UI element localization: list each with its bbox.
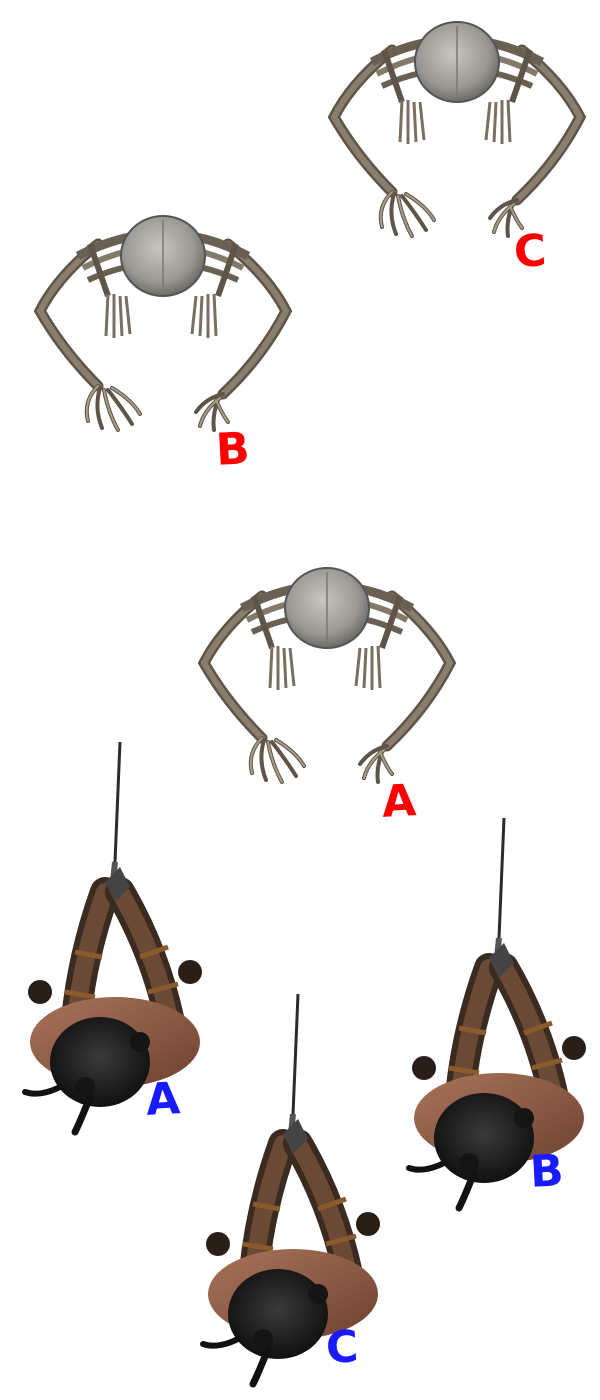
skeleton-sprite-icon [192,568,462,808]
skeleton-sprite-icon [28,216,298,456]
hero-label-c: C [324,1321,360,1374]
enemy-label-c: C [512,225,548,278]
hero-label-b: B [528,1145,565,1198]
skeleton-sprite-icon [322,22,592,262]
skeleton-enemy-c[interactable] [322,22,592,262]
hero-label-a: A [144,1073,182,1126]
skeleton-enemy-b[interactable] [28,216,298,456]
skeleton-enemy-a[interactable] [192,568,462,808]
enemy-label-b: B [214,423,251,476]
